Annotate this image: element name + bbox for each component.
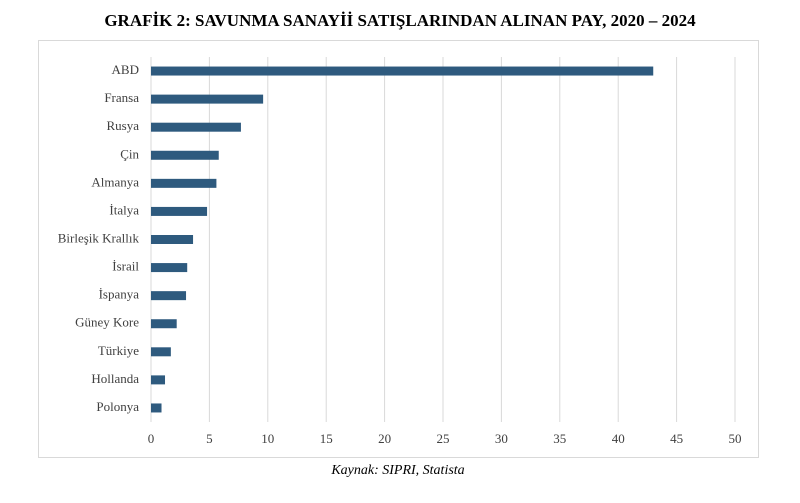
bar (151, 178, 217, 188)
x-tick-label: 35 (553, 431, 566, 446)
y-tick-label: Fransa (104, 90, 139, 105)
x-tick-label: 0 (148, 431, 155, 446)
y-tick-label: Türkiye (98, 343, 139, 358)
x-tick-label: 45 (670, 431, 683, 446)
y-tick-label: Güney Kore (75, 315, 139, 330)
bar (151, 263, 188, 273)
chart-frame (38, 40, 759, 458)
y-tick-label: İsrail (112, 259, 139, 274)
x-tick-label: 25 (437, 431, 450, 446)
y-tick-label: Polonya (96, 399, 139, 414)
bar (151, 235, 194, 244)
y-tick-label: Hollanda (91, 371, 139, 386)
x-tick-label: 40 (612, 431, 625, 446)
y-tick-label: Almanya (91, 174, 139, 189)
x-tick-label: 50 (729, 431, 742, 446)
x-tick-label: 20 (378, 431, 391, 446)
y-tick-label: Çin (120, 146, 139, 161)
bar (151, 347, 171, 357)
bar (151, 122, 241, 132)
bar (151, 206, 208, 216)
x-tick-label: 10 (261, 431, 274, 446)
y-tick-label: ABD (112, 62, 139, 77)
x-tick-label: 5 (206, 431, 213, 446)
bar (151, 94, 264, 104)
bar (151, 66, 654, 76)
source: Kaynak: SIPRI, Statista (330, 463, 464, 478)
bar (151, 291, 187, 301)
y-tick-label: İspanya (99, 287, 140, 302)
x-tick-label: 15 (320, 431, 333, 446)
bar (151, 150, 219, 160)
y-tick-label: Rusya (107, 118, 140, 133)
x-tick-label: 30 (495, 431, 508, 446)
y-tick-label: İtalya (109, 202, 139, 217)
bar (151, 319, 177, 329)
bar (151, 403, 162, 413)
y-tick-label: Birleşik Krallık (58, 230, 140, 245)
chart-title: GRAFİK 2: SAVUNMA SANAYİİ SATIŞLARINDAN … (104, 11, 696, 30)
bar (151, 375, 166, 385)
